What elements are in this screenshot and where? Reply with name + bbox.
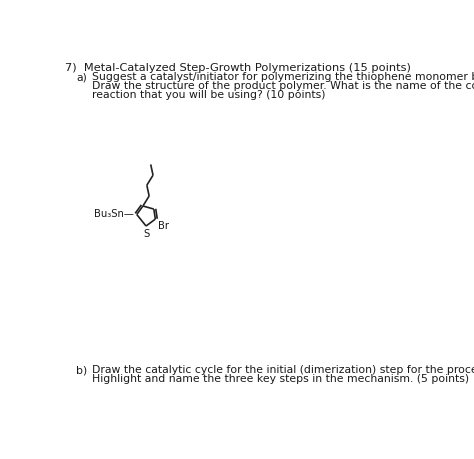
Text: Suggest a catalyst/initiator for polymerizing the thiophene monomer below.: Suggest a catalyst/initiator for polymer…	[92, 72, 474, 82]
Text: Draw the structure of the product polymer. What is the name of the coupling: Draw the structure of the product polyme…	[92, 81, 474, 91]
Text: Bu₃Sn—: Bu₃Sn—	[94, 209, 134, 219]
Text: a): a)	[76, 72, 87, 82]
Text: Br: Br	[158, 221, 169, 231]
Text: Draw the catalytic cycle for the initial (dimerization) step for the process abo: Draw the catalytic cycle for the initial…	[92, 365, 474, 375]
Text: S: S	[143, 229, 149, 239]
Text: b): b)	[76, 365, 88, 375]
Text: 7)  Metal-Catalyzed Step-Growth Polymerizations (15 points): 7) Metal-Catalyzed Step-Growth Polymeriz…	[65, 63, 411, 73]
Text: Highlight and name the three key steps in the mechanism. (5 points): Highlight and name the three key steps i…	[92, 374, 469, 384]
Text: reaction that you will be using? (10 points): reaction that you will be using? (10 poi…	[92, 90, 325, 100]
